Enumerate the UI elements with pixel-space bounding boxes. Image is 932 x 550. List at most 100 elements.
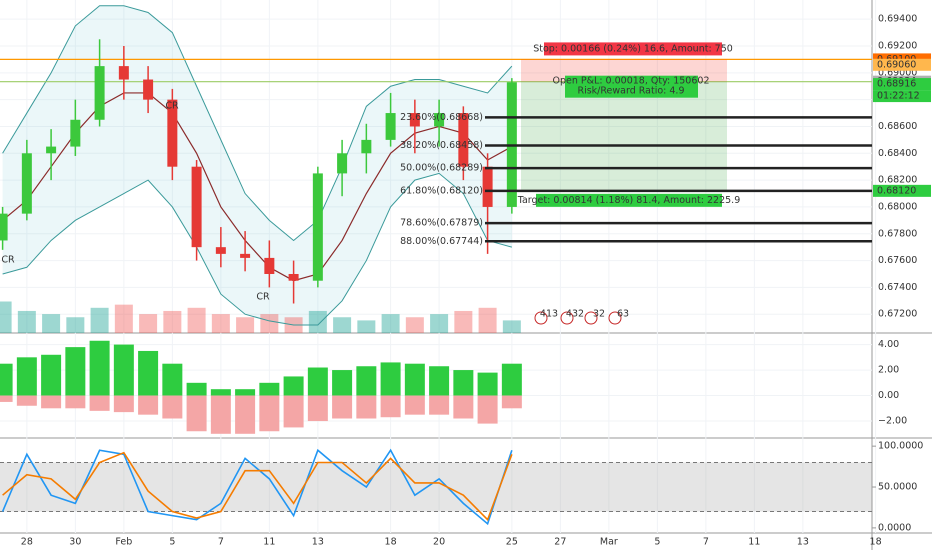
histogram-bar — [283, 376, 304, 396]
stop-label: Stop: 0.00166 (0.24%) 16.6, Amount: 750 — [533, 43, 733, 54]
x-tick-label: 11 — [263, 537, 275, 548]
x-tick-label: 5 — [169, 537, 175, 548]
candle-body — [337, 153, 348, 174]
histogram-bar — [307, 395, 328, 422]
histogram-bar — [307, 367, 328, 396]
event-label: 432 — [566, 309, 584, 320]
y-tick-label: 0.67200 — [878, 309, 917, 320]
x-tick-label: 25 — [506, 537, 518, 548]
stoch-line — [2, 451, 513, 522]
histogram-bar — [429, 395, 450, 415]
histogram-bar — [186, 395, 207, 432]
candle-body — [191, 166, 202, 248]
price-tag-label: 0.68916 — [877, 79, 916, 90]
histogram-bar — [89, 340, 110, 396]
y-tick-label: 50.0000 — [878, 482, 917, 493]
candle-body — [143, 79, 154, 100]
volume-bar — [139, 314, 158, 333]
overlay-line — [2, 172, 512, 326]
event-label: 32 — [593, 309, 605, 320]
pnl-box — [565, 75, 698, 98]
target-label-box — [536, 193, 722, 207]
volume-bar — [357, 320, 376, 333]
y-tick-label: −2.00 — [878, 416, 907, 427]
y-tick-label: 0.68000 — [878, 201, 917, 212]
candle-body — [312, 173, 323, 281]
countdown: 01:22:12 — [877, 91, 920, 102]
y-tick-label: 2.00 — [878, 365, 899, 376]
price-tag-label: 0.69060 — [877, 59, 916, 70]
event-icon — [560, 311, 574, 325]
volume-bar — [454, 310, 473, 333]
histogram-bar — [162, 395, 183, 419]
band-fill — [2, 5, 512, 325]
histogram-bar — [89, 395, 110, 411]
y-tick-label: 0.68400 — [878, 148, 917, 159]
candle-body — [458, 113, 469, 167]
y-tick-label: 0.67400 — [878, 282, 917, 293]
candle-body — [482, 166, 493, 207]
volume-bar — [430, 314, 449, 333]
annotation: CR — [1, 255, 15, 266]
x-tick-label: 13 — [312, 537, 324, 548]
volume-bar — [236, 317, 255, 333]
volume-bar — [17, 310, 36, 333]
histogram-bar — [501, 395, 522, 409]
histogram-bar — [332, 395, 353, 419]
candle-body — [70, 119, 81, 147]
target-zone — [521, 81, 727, 191]
x-tick-label: 7 — [218, 537, 224, 548]
y-tick-label: 0.68200 — [878, 175, 917, 186]
volume-bar — [187, 307, 206, 333]
candle-body — [0, 213, 8, 241]
histogram-bar — [0, 363, 13, 396]
histogram-bar — [138, 395, 159, 415]
histogram-bar — [16, 357, 37, 396]
histogram-bar — [477, 395, 498, 424]
fib-label: 78.60%(0.67879) — [400, 218, 483, 229]
price-tag — [873, 184, 931, 197]
overlay-line — [2, 5, 513, 242]
histogram-bar — [477, 372, 498, 396]
volume-bar — [333, 317, 352, 333]
y-tick-label: 0.68600 — [878, 121, 917, 132]
histogram-bar — [356, 366, 377, 396]
histogram-bar — [453, 370, 474, 396]
volume-bar — [90, 307, 109, 333]
candle-body — [118, 66, 129, 80]
x-tick-label: 13 — [797, 537, 809, 548]
y-tick-label: 100.0000 — [878, 441, 923, 452]
histogram-bar — [453, 395, 474, 419]
histogram-bar — [65, 347, 86, 396]
x-tick-label: 5 — [654, 537, 660, 548]
volume-bar — [114, 304, 133, 333]
candle-body — [94, 66, 105, 120]
volume-bar — [211, 314, 230, 333]
histogram-bar — [0, 395, 13, 402]
histogram-bar — [16, 395, 37, 406]
volume-bar — [381, 314, 400, 333]
candle-body — [167, 99, 178, 167]
y-tick-label: 0.69400 — [878, 14, 917, 25]
event-icon — [534, 311, 548, 325]
x-tick-label: Feb — [115, 537, 132, 548]
fib-label: 38.20%(0.68458) — [400, 140, 483, 151]
event-icon — [584, 311, 598, 325]
histogram-bar — [113, 344, 134, 396]
volume-bar — [260, 314, 279, 333]
x-tick-label: 30 — [69, 537, 81, 548]
event-icon — [608, 311, 622, 325]
volume-bar — [42, 314, 61, 333]
ratio-label: Risk/Reward Ratio: 4.9 — [577, 86, 684, 97]
histogram-bar — [356, 395, 377, 419]
y-tick-label: 0.00 — [878, 390, 899, 401]
fib-label: 50.00%(0.68289) — [400, 163, 483, 174]
x-tick-label: 27 — [554, 537, 566, 548]
candle-body — [361, 139, 372, 154]
annotation: CR — [165, 101, 179, 112]
histogram-bar — [259, 382, 280, 396]
y-tick-label: 0.69000 — [878, 67, 917, 78]
y-tick-label: 0.0000 — [878, 522, 911, 533]
